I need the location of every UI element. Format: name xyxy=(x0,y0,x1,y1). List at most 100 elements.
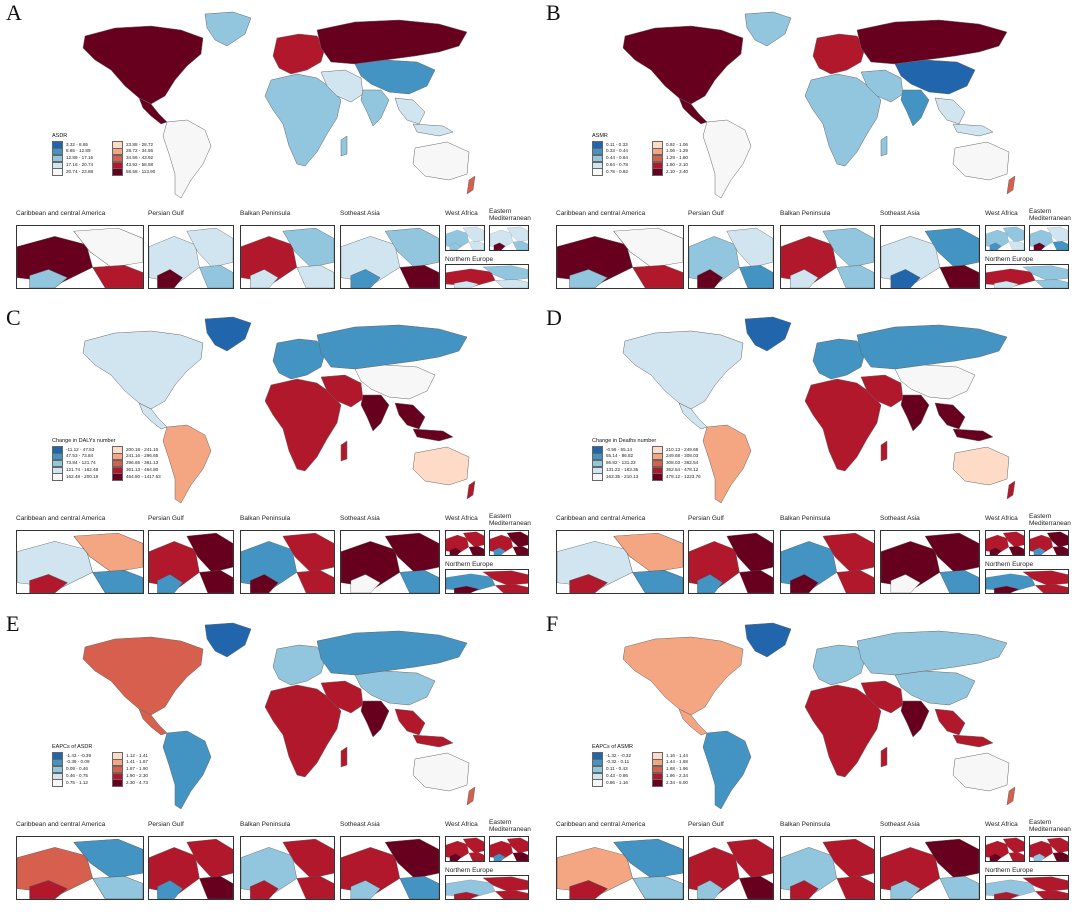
inset-balkan xyxy=(240,530,335,594)
inset-eastern-med-region xyxy=(506,837,528,854)
legend-label: -0.39 - 0.09 xyxy=(66,759,90,765)
inset-eastern-med xyxy=(489,225,529,251)
country-region-af xyxy=(264,378,342,472)
inset-eastern-med-region xyxy=(1033,853,1046,861)
inset-label-eastern-med: Eastern Mediterranean xyxy=(489,819,531,833)
inset-caribbean-region xyxy=(569,574,608,593)
legend-label: 162.48 - 200.18 xyxy=(66,473,99,479)
legend-label: 1.67 - 1.90 xyxy=(126,766,148,772)
inset-label-balkan: Balkan Peninsula xyxy=(780,821,831,828)
inset-label-southeast-asia: Sotheast Asia xyxy=(880,210,920,217)
legend-label: 361.13 - 464.80 xyxy=(126,467,159,473)
inset-southeast-asia xyxy=(340,530,440,594)
inset-caribbean-region xyxy=(632,876,683,899)
inset-persian-gulf xyxy=(148,836,234,900)
inset-balkan-region xyxy=(250,269,279,288)
inset-west-africa-region xyxy=(462,531,484,548)
inset-caribbean-map xyxy=(557,226,683,288)
inset-maps: Caribbean and central America Persian Gul… xyxy=(0,819,540,909)
inset-caribbean-region xyxy=(613,532,683,573)
inset-eastern-med-region xyxy=(1033,547,1046,555)
inset-eastern-med-region xyxy=(493,547,506,555)
inset-caribbean xyxy=(556,225,684,289)
inset-northern-europe-region xyxy=(494,584,528,593)
inset-persian-gulf-map xyxy=(689,226,773,288)
legend-label: 8.65 - 12.89 xyxy=(66,148,91,154)
country-region-sa xyxy=(162,119,212,199)
inset-west-africa xyxy=(445,530,485,556)
country-region-nz xyxy=(466,786,476,806)
legend-label: -1.43 - -0.39 xyxy=(66,752,92,758)
legend-label: 17.16 - 20.74 xyxy=(66,162,94,168)
inset-northern-europe-region xyxy=(1022,265,1068,281)
inset-southeast-asia-region xyxy=(350,574,381,593)
inset-southeast-asia-region xyxy=(399,876,439,899)
country-region-madg xyxy=(340,746,348,768)
inset-label-persian-gulf: Persian Gulf xyxy=(148,515,184,522)
inset-caribbean-region xyxy=(73,227,143,268)
country-region-sea xyxy=(394,97,454,137)
inset-southeast-asia-map xyxy=(341,531,439,593)
country-region-sa xyxy=(702,119,752,199)
country-region-gl xyxy=(744,11,792,47)
inset-northern-europe-region xyxy=(1034,279,1068,288)
legend-title: EAPCs of ASMR xyxy=(592,744,633,750)
country-region-ru xyxy=(856,324,1008,370)
inset-northern-europe-region xyxy=(994,892,1020,899)
legend-swatch xyxy=(52,779,63,787)
inset-west-africa-map xyxy=(986,226,1024,250)
legend-swatch xyxy=(112,168,123,176)
inset-caribbean-region xyxy=(29,269,68,288)
inset-persian-gulf xyxy=(688,530,774,594)
inset-northern-europe xyxy=(985,569,1069,594)
inset-west-africa-region xyxy=(1002,226,1024,243)
legend-label: 1.68 - 1.96 xyxy=(666,766,688,772)
inset-west-africa-region xyxy=(462,837,484,854)
inset-persian-gulf xyxy=(688,836,774,900)
country-region-ru xyxy=(316,630,468,676)
legend-label: 0.92 - 1.06 xyxy=(666,141,688,147)
legend-label: 0.44 - 0.64 xyxy=(606,155,628,161)
map-legend: ASDR 3.32 - 8.65 23.88 - 28.72 8.65 - 12.89… xyxy=(52,133,172,176)
inset-west-africa xyxy=(985,836,1025,862)
country-region-na xyxy=(622,330,744,410)
inset-balkan-region xyxy=(822,227,874,268)
inset-caribbean-map xyxy=(557,837,683,899)
inset-caribbean-region xyxy=(569,880,608,899)
inset-label-west-africa: West Africa xyxy=(445,821,478,828)
legend-label: 0.43 - 0.86 xyxy=(606,773,628,779)
country-region-sa xyxy=(162,424,212,504)
inset-eastern-med-map xyxy=(490,226,528,250)
country-region-ru xyxy=(316,324,468,370)
inset-caribbean-region xyxy=(29,880,68,899)
country-region-me xyxy=(320,680,364,714)
legend-item: 2.34 - 5.00 xyxy=(652,779,710,787)
legend-label: -11.12 - 47.53 xyxy=(66,446,95,452)
inset-southeast-asia-region xyxy=(350,880,381,899)
inset-caribbean-region xyxy=(632,570,683,593)
country-region-gl xyxy=(744,316,792,352)
legend-label: 1.12 - 1.41 xyxy=(126,752,148,758)
legend-item: 464.80 - 1417.53 xyxy=(112,473,170,481)
inset-persian-gulf xyxy=(148,530,234,594)
country-region-cam xyxy=(678,708,708,736)
inset-eastern-med-map xyxy=(1030,837,1068,861)
inset-southeast-asia-map xyxy=(341,837,439,899)
country-region-eu xyxy=(272,338,326,380)
legend-label: -1.32 - -0.32 xyxy=(606,752,632,758)
legend-swatch xyxy=(592,779,603,787)
legend-label: 23.88 - 28.72 xyxy=(126,141,154,147)
inset-maps: Caribbean and central America Persian Gul… xyxy=(540,208,1080,298)
inset-southeast-asia-map xyxy=(881,837,979,899)
inset-west-africa-map xyxy=(446,226,484,250)
country-region-ind xyxy=(900,394,930,432)
inset-eastern-med-region xyxy=(512,241,528,250)
legend-label: 1.41 - 1.67 xyxy=(126,759,148,765)
inset-label-eastern-med: Eastern Mediterranean xyxy=(489,208,531,222)
inset-balkan xyxy=(780,225,875,289)
country-region-sea xyxy=(394,402,454,442)
inset-label-west-africa: West Africa xyxy=(985,821,1018,828)
legend-label: 0.78 - 0.92 xyxy=(606,168,628,174)
panel-letter: D xyxy=(546,305,562,330)
legend-label: 1.06 - 1.29 xyxy=(666,148,688,154)
